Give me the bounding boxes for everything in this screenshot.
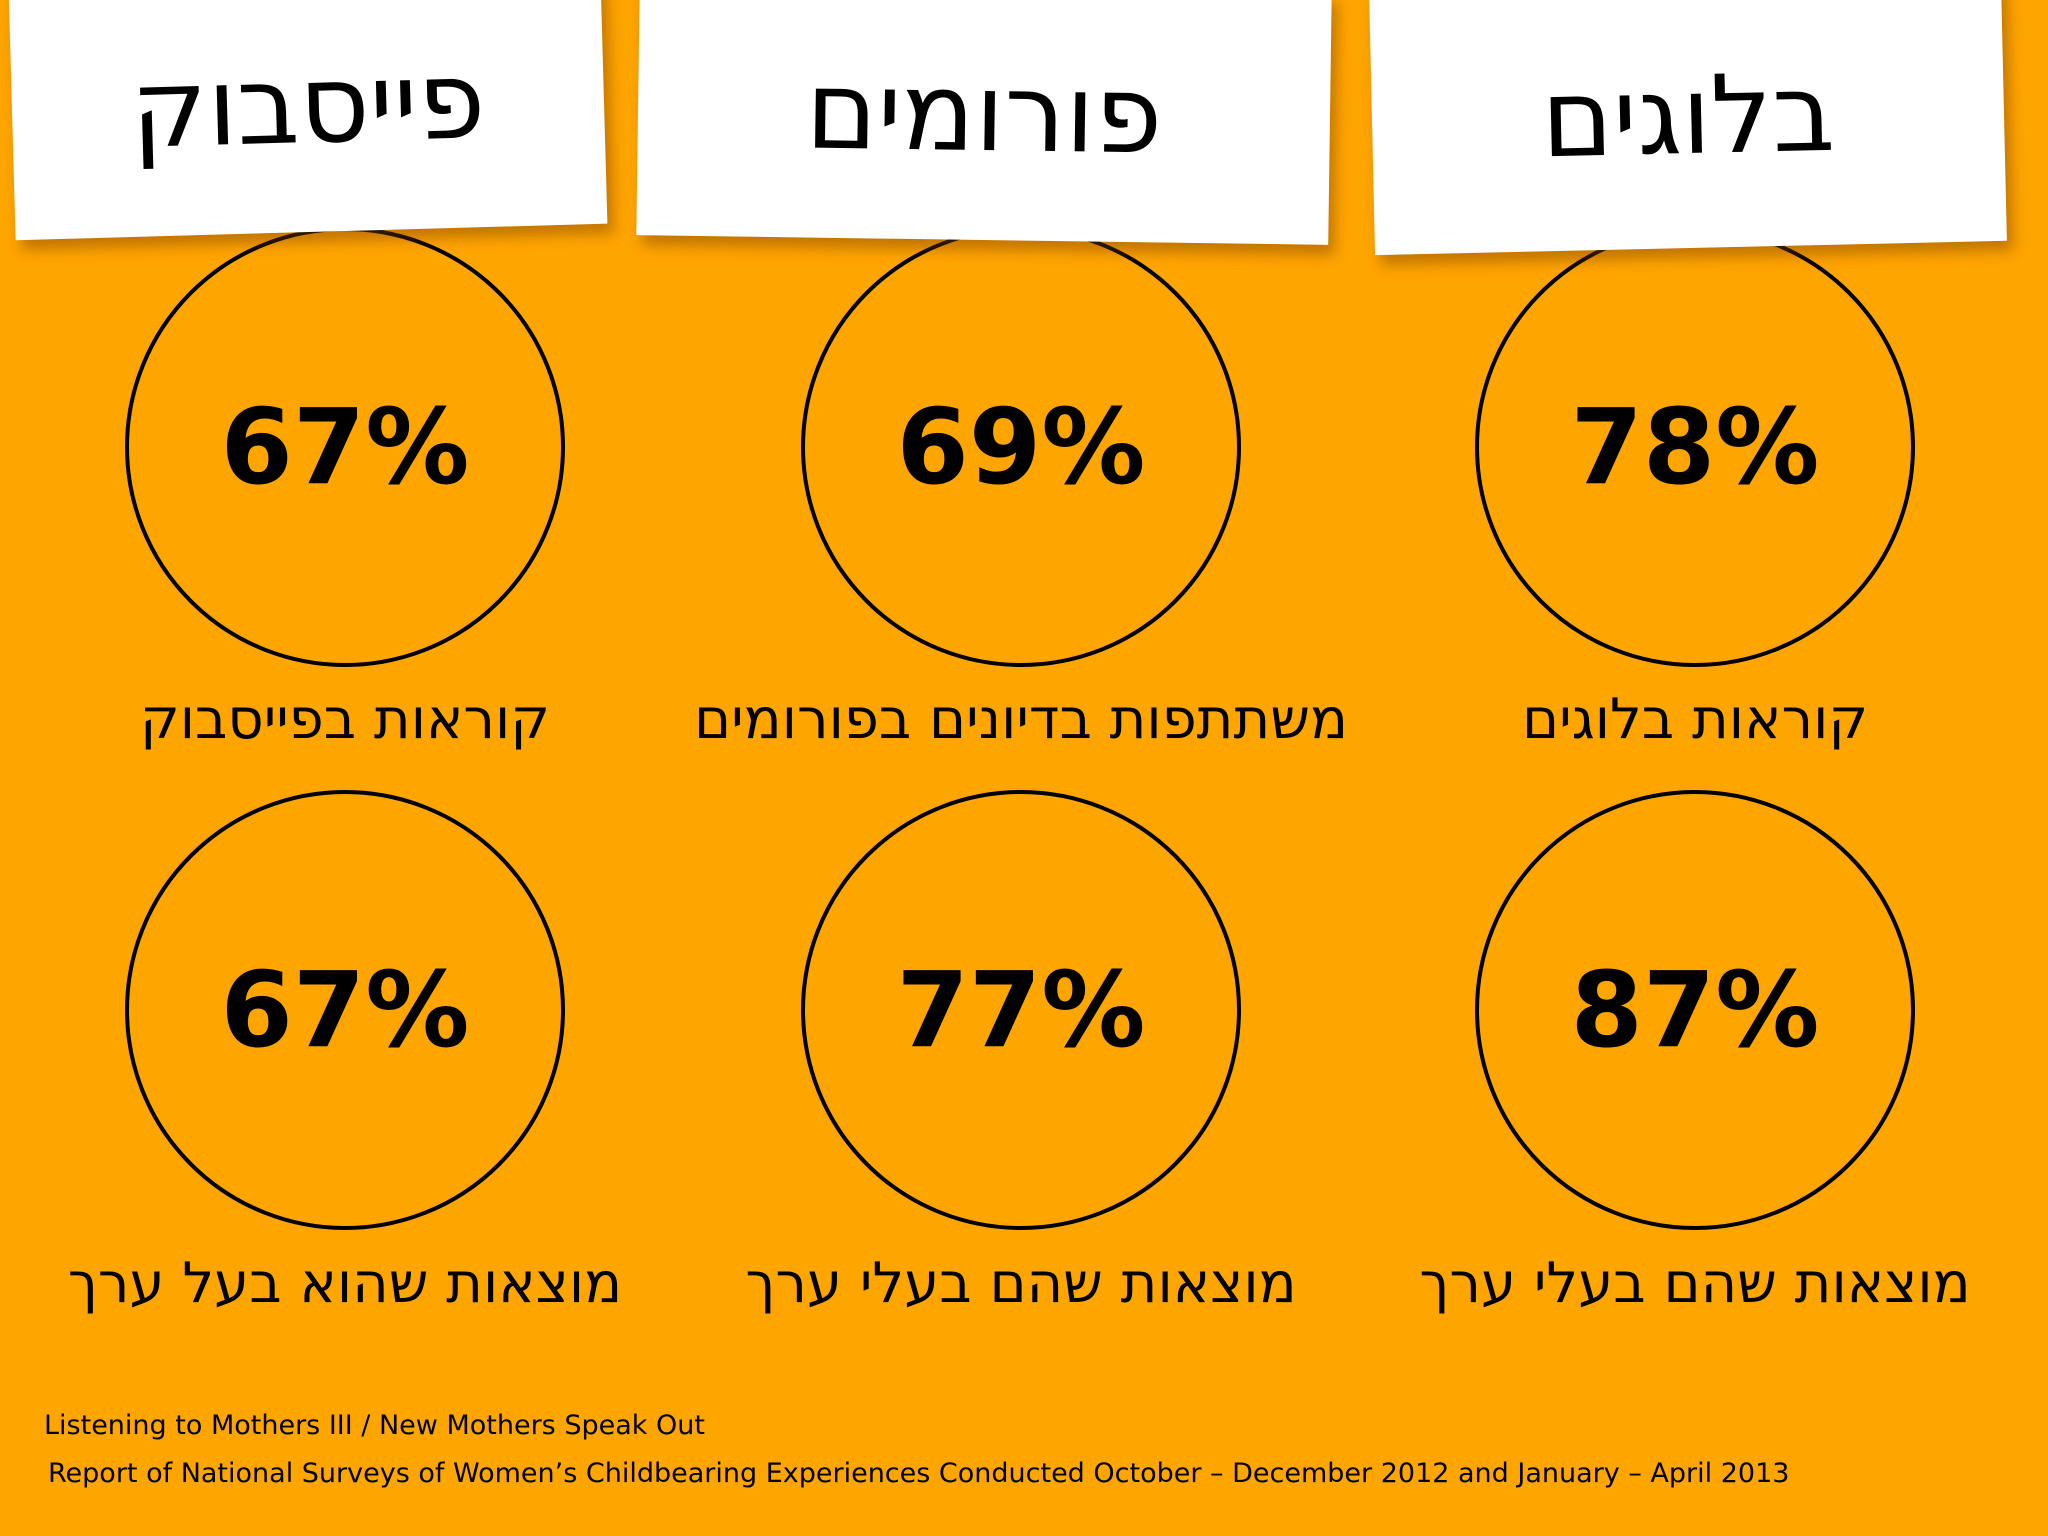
stat-circle-facebook-read: 67% (125, 227, 565, 667)
stat-caption-forums-participate: משתתפות בדיונים בפורומים (694, 687, 1348, 752)
stat-caption-facebook-valuable: מוצאות שהוא בעל ערך (67, 1251, 623, 1316)
stat-value-blogs-read: 78% (1570, 386, 1820, 508)
source-line-1: Listening to Mothers III / New Mothers S… (44, 1410, 705, 1441)
stat-caption-facebook-read: קוראות בפייסבוק (140, 687, 550, 752)
title-card-blogs: בלוגים (1369, 0, 2007, 256)
title-forums: פורומים (804, 48, 1164, 179)
stat-circle-forums-valuable: 77% (801, 790, 1241, 1230)
title-blogs: בלוגים (1539, 50, 1837, 183)
source-line-2: Report of National Surveys of Women’s Ch… (48, 1458, 1790, 1489)
stat-value-forums-valuable: 77% (896, 949, 1146, 1071)
title-card-forums: פורומים (636, 0, 1332, 245)
stat-circle-forums-participate: 69% (801, 227, 1241, 667)
title-facebook: פייסבוק (129, 38, 487, 173)
title-card-facebook: פייסבוק (8, 0, 608, 241)
stat-caption-blogs-valuable: מוצאות שהם בעלי ערך (1419, 1251, 1971, 1316)
stat-value-facebook-valuable: 67% (220, 949, 470, 1071)
stat-value-facebook-read: 67% (220, 386, 470, 508)
stat-value-blogs-valuable: 87% (1570, 949, 1820, 1071)
stat-caption-blogs-read: קוראות בלוגים (1521, 687, 1869, 752)
stat-circle-blogs-valuable: 87% (1475, 790, 1915, 1230)
stat-circle-blogs-read: 78% (1475, 227, 1915, 667)
stat-value-forums-participate: 69% (896, 386, 1146, 508)
stat-circle-facebook-valuable: 67% (125, 790, 565, 1230)
stat-caption-forums-valuable: מוצאות שהם בעלי ערך (745, 1251, 1297, 1316)
